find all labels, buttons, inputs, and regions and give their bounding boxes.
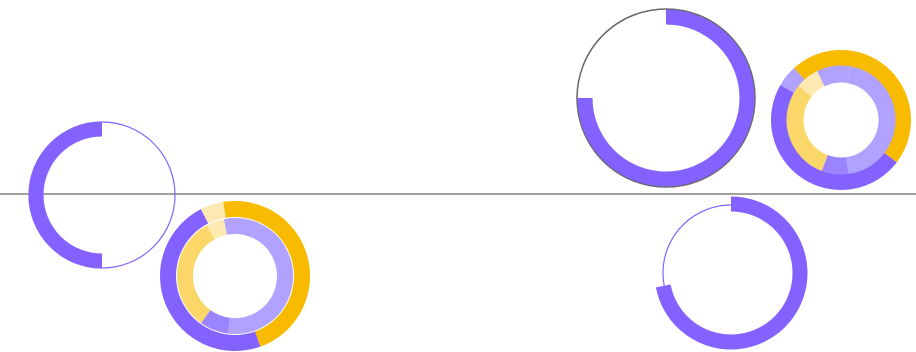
outer-segment [200,201,227,224]
inner-segment [786,85,829,171]
outer-segment [160,209,261,351]
outer-segment [223,201,289,235]
donut-right [771,50,911,190]
ring-half-left [28,121,176,269]
outer-segment [867,59,911,163]
ring-three-quarter-top [576,8,756,188]
outer-segment [794,50,876,81]
inner-segment [177,225,215,324]
inner-segment [201,309,231,334]
ring-progress-arc [577,9,755,187]
inner-segment [821,154,849,175]
ring-track [576,8,756,188]
inner-segment [798,71,825,97]
ring-bottom-right [655,196,808,350]
inner-segment [817,65,851,87]
inner-segment [845,66,896,174]
inner-segment [223,218,260,239]
outer-segment [780,67,806,94]
outer-segment [771,85,897,190]
ring-progress-arc [655,196,808,350]
inner-segment [227,223,293,334]
outer-segment [254,222,310,347]
ring-progress-arc [28,121,103,269]
donut-left [160,201,310,351]
inner-segment [206,219,228,240]
